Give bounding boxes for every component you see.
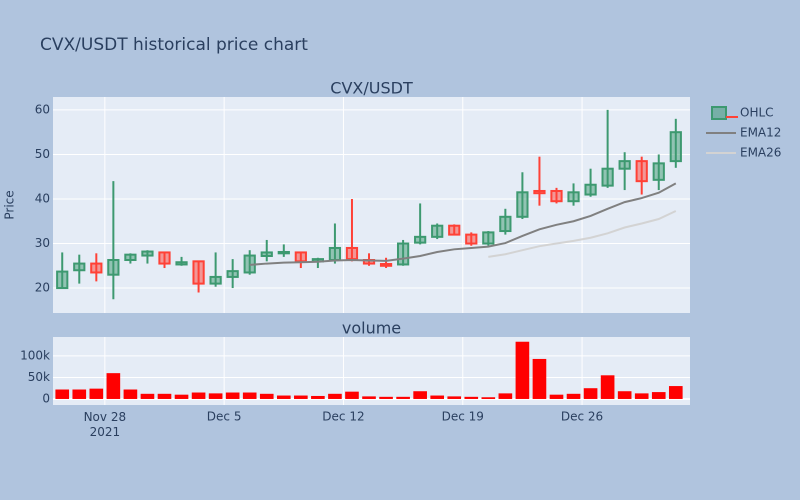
candle-body	[56, 270, 69, 290]
candle-body	[516, 191, 529, 218]
volume-bar	[617, 391, 632, 399]
ema-line	[249, 182, 677, 266]
volume-bar	[396, 396, 410, 399]
volume-bar	[225, 392, 240, 399]
volume-bar	[242, 392, 257, 399]
candle-body	[482, 231, 495, 245]
legend-label: OHLC	[740, 106, 774, 120]
subplot-title: volume	[342, 319, 401, 338]
volume-bar	[140, 393, 155, 399]
candle-body	[379, 263, 393, 267]
volume-bar	[328, 393, 342, 399]
volume-bar	[157, 393, 172, 399]
candle-body	[465, 233, 478, 245]
candle-body	[635, 160, 648, 183]
volume-bar	[174, 394, 189, 399]
volume-bar	[294, 395, 308, 399]
volume-bar	[651, 392, 666, 399]
volume-bar	[106, 373, 121, 399]
candle-body	[192, 260, 205, 285]
candle-body	[499, 215, 512, 233]
candle-body	[652, 162, 665, 181]
volume-bar	[498, 393, 513, 399]
y-tick-label: 30	[35, 236, 50, 250]
volume-bar	[566, 393, 581, 399]
y-tick-label: 20	[35, 281, 50, 295]
candle-body	[550, 189, 563, 203]
volume-bar	[89, 388, 104, 399]
chart-title: CVX/USDT historical price chart	[40, 35, 308, 55]
candle-body	[448, 224, 461, 236]
volume-bar	[362, 396, 376, 399]
y-tick-label: 50	[35, 147, 50, 161]
legend-label: EMA26	[740, 146, 781, 160]
candle-body	[618, 160, 631, 170]
volume-bar	[430, 395, 445, 399]
y-tick-label: 50k	[28, 370, 50, 384]
volume-bar	[447, 396, 462, 399]
volume-bar	[276, 395, 291, 399]
y-tick-label: 60	[35, 102, 50, 116]
volume-bar	[259, 393, 274, 399]
candle-body	[277, 250, 290, 255]
candle-body	[567, 191, 580, 203]
volume-bar	[464, 396, 479, 399]
volume-bar	[532, 358, 547, 399]
volume-bar	[191, 392, 206, 399]
x-tick-label: Dec 12	[322, 410, 364, 424]
candle-body	[107, 259, 120, 276]
candle-body	[669, 131, 682, 163]
x-tick-label: Dec 5	[207, 410, 242, 424]
candle-body	[209, 275, 222, 285]
x-tick-label: Dec 19	[442, 410, 484, 424]
legend-label: EMA12	[740, 126, 781, 140]
volume-bar	[549, 394, 564, 399]
x-tick-label: Nov 28 2021	[84, 410, 127, 439]
y-tick-label: 100k	[20, 348, 50, 362]
ema-line	[488, 210, 677, 258]
volume-bar	[583, 388, 598, 399]
candle-body	[345, 246, 359, 261]
legend-icon	[711, 106, 727, 120]
volume-bar	[208, 393, 223, 399]
y-tick-label: 0	[42, 391, 50, 405]
x-tick-label: Dec 26	[561, 410, 603, 424]
candle-body	[141, 250, 154, 257]
volume-bar	[515, 341, 530, 399]
candle-body	[260, 251, 273, 257]
candle-body	[73, 262, 86, 272]
volume-bar	[345, 391, 359, 399]
volume-bar	[379, 396, 393, 399]
candle-body	[158, 251, 171, 265]
y-axis-title: Price	[3, 190, 17, 219]
candle-body	[533, 189, 546, 195]
candle-body	[226, 270, 239, 278]
candle-body	[124, 253, 137, 262]
candle-body	[175, 261, 188, 266]
volume-bar	[55, 389, 70, 399]
candle-body	[328, 246, 342, 262]
volume-bar	[72, 389, 87, 399]
candle-body	[294, 251, 307, 263]
candle-body	[396, 242, 410, 266]
y-tick-label: 40	[35, 191, 50, 205]
volume-bar	[481, 397, 496, 399]
subplot-title: CVX/USDT	[330, 79, 413, 98]
volume-bar	[600, 375, 615, 399]
volume-bar	[668, 386, 683, 399]
candle-body	[584, 183, 597, 196]
candle-body	[414, 235, 427, 244]
plot-area	[53, 97, 690, 313]
candle-body	[431, 224, 444, 238]
candle-body	[90, 262, 103, 274]
volume-bar	[413, 391, 427, 399]
volume-bar	[311, 395, 325, 399]
volume-bar	[123, 389, 138, 399]
volume-bar	[634, 393, 649, 399]
candle-body	[601, 167, 614, 187]
